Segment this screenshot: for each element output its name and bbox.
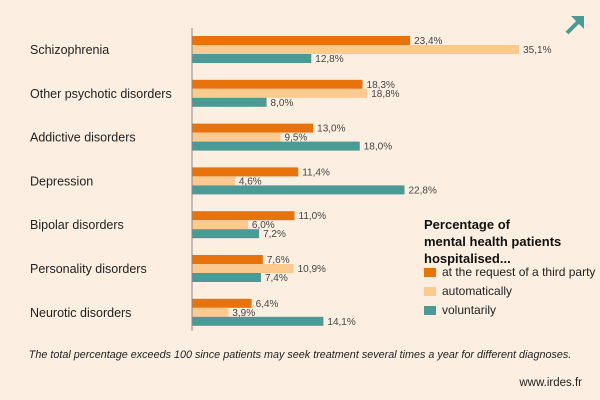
footnote: The total percentage exceeds 100 since p… [28,349,572,361]
legend-swatch [424,287,436,296]
bar [192,141,360,151]
data-label: 35,1% [523,45,551,56]
bar [192,264,294,273]
data-label: 7,2% [263,229,286,240]
legend-title: Percentage of [424,217,511,232]
source-link[interactable]: www.irdes.fr [519,377,582,389]
bar [192,176,235,186]
legend-swatch [424,268,436,277]
bar [192,316,324,326]
data-label: 7,4% [265,273,288,284]
data-label: 6,4% [256,299,279,310]
data-label: 13,0% [317,124,345,135]
bar [192,273,261,282]
bar [192,97,267,107]
legend-entry: at the request of a third party [442,265,595,279]
data-label: 6,0% [252,220,275,231]
bar [192,36,411,45]
bar [192,167,299,177]
bar [192,79,363,89]
legend-title: hospitalised... [424,251,511,266]
category-label: Addictive disorders [30,131,136,145]
data-label: 7,6% [267,255,290,266]
data-label: 4,6% [239,176,262,187]
legend-entry: automatically [442,284,512,298]
data-label: 18,0% [364,142,392,153]
legend-entry: voluntarily [442,303,496,317]
bar [192,298,252,308]
category-label: Neurotic disorders [30,306,131,320]
bar [192,88,368,98]
data-label: 9,5% [285,133,308,144]
data-label: 18,8% [371,89,399,100]
category-label: Personality disorders [30,262,147,276]
bar [192,54,312,63]
bar [192,185,405,195]
data-label: 18,3% [367,80,395,91]
bar [192,255,263,264]
bar [192,211,295,221]
data-label: 10,9% [298,264,326,275]
expand-arrow-icon[interactable] [562,12,588,38]
category-label: Bipolar disorders [30,218,124,232]
data-label: 23,4% [414,36,442,47]
data-label: 12,8% [315,54,343,65]
bar [192,307,229,317]
bar [192,220,248,230]
legend: Percentage of mental health patients hospi… [424,217,595,317]
category-label: Other psychotic disorders [30,87,172,101]
data-label: 22,8% [408,185,436,196]
data-label: 14,1% [327,317,355,328]
legend-swatch [424,306,436,315]
category-label: Depression [30,174,93,188]
legend-title: mental health patients [424,234,561,249]
bar-chart: Schizophrenia Other psychotic disorders Ad… [30,28,595,331]
data-label: 11,4% [302,167,330,178]
data-label: 8,0% [271,98,294,109]
bar [192,45,520,54]
category-label: Schizophrenia [30,43,109,57]
data-label: 3,9% [232,308,255,319]
data-label: 11,0% [299,211,327,222]
bar [192,123,314,133]
bar [192,132,281,142]
bar [192,229,260,239]
